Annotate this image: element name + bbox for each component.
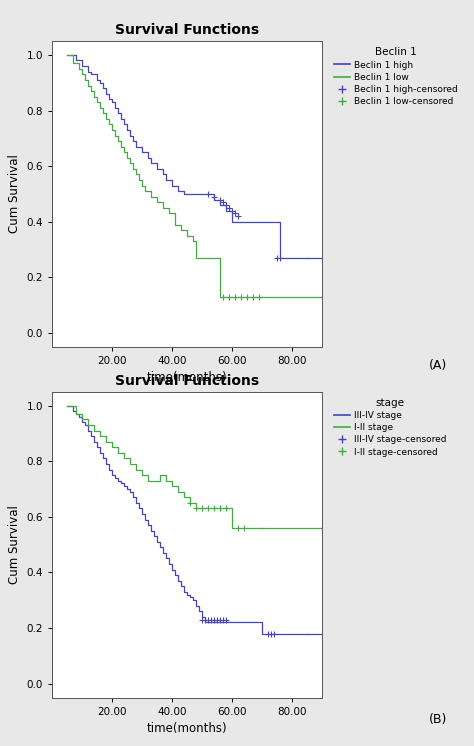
X-axis label: time(months): time(months) <box>147 722 228 735</box>
Legend: Beclin 1 high, Beclin 1 low, Beclin 1 high-censored, Beclin 1 low-censored: Beclin 1 high, Beclin 1 low, Beclin 1 hi… <box>332 46 459 107</box>
Y-axis label: Cum Survival: Cum Survival <box>8 154 21 233</box>
Title: Survival Functions: Survival Functions <box>115 23 259 37</box>
X-axis label: time(months): time(months) <box>147 372 228 384</box>
Title: Survival Functions: Survival Functions <box>115 374 259 388</box>
Legend: III-IV stage, I-II stage, III-IV stage-censored, I-II stage-censored: III-IV stage, I-II stage, III-IV stage-c… <box>332 396 448 458</box>
Y-axis label: Cum Survival: Cum Survival <box>8 505 21 584</box>
Text: (A): (A) <box>429 359 447 372</box>
Text: (B): (B) <box>429 713 447 727</box>
